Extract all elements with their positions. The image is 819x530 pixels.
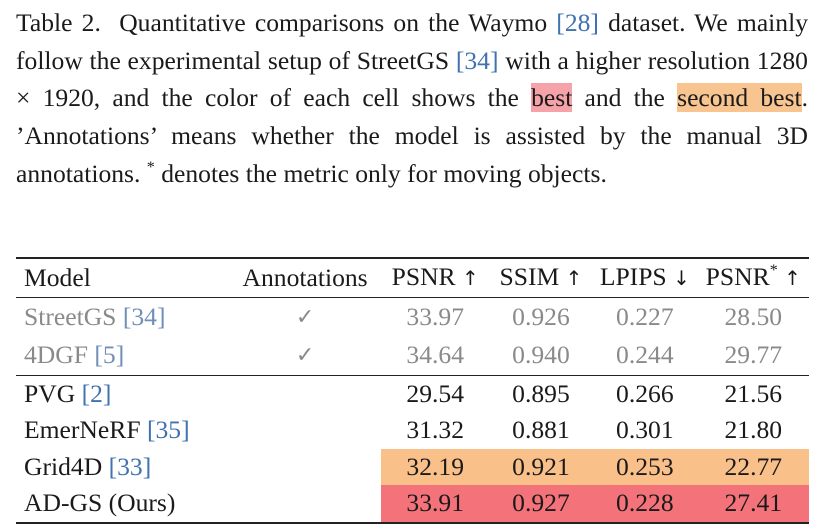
cell-model: AD-GS (Ours)	[24, 488, 176, 517]
header-lpips: LPIPS ↓	[599, 262, 690, 291]
caption-text: with a higher resolution 1280 × 1920, an…	[16, 45, 808, 113]
cell-annotations: ✓	[230, 297, 381, 336]
best-color-legend: best	[531, 83, 573, 113]
second-best-color-legend: second best	[677, 83, 802, 113]
cell-ssim-best: 0.927	[489, 485, 593, 523]
cell-annotations	[230, 449, 381, 486]
table-row-streetgs: StreetGS [34] ✓ 33.97 0.926 0.227 28.50	[16, 297, 809, 336]
cell-psnr: 33.97	[406, 301, 464, 331]
cell-annotations	[230, 485, 381, 523]
cell-psnr-moving-best: 27.41	[697, 485, 809, 523]
cell-lpips: 0.301	[616, 415, 674, 444]
cell-ssim: 0.895	[512, 378, 570, 408]
cell-psnr-moving: 28.50	[724, 301, 783, 331]
results-table: Model Annotations PSNR ↑ SSIM ↑ LPIPS ↓ …	[16, 257, 809, 524]
cell-annotations	[230, 412, 381, 449]
cell-psnr-best: 33.91	[380, 485, 490, 523]
table-row-adgs: AD-GS (Ours) 33.91 0.927 0.228 27.41	[16, 485, 809, 523]
header-annotations: Annotations	[242, 262, 368, 292]
cell-psnr-moving: 29.77	[724, 340, 783, 369]
cell-lpips-second-best: 0.253	[592, 448, 698, 485]
table-row-emernerf: EmerNeRF [35] 31.32 0.881 0.301 21.80	[16, 412, 809, 449]
checkmark-icon: ✓	[295, 343, 315, 368]
header-ssim: SSIM ↑	[499, 262, 583, 291]
citation-link[interactable]: [2]	[81, 378, 112, 408]
caption-text: denotes the metric only for moving objec…	[154, 158, 607, 188]
caption-text: Quantitative comparisons on the Waymo	[119, 8, 557, 37]
cell-model: PVG [2]	[24, 378, 112, 408]
citation-link[interactable]: [34]	[122, 301, 166, 331]
cell-ssim: 0.940	[512, 340, 570, 369]
cell-annotations	[230, 375, 381, 412]
header-model: Model	[24, 262, 91, 292]
cell-lpips-best: 0.228	[592, 485, 698, 523]
cell-psnr: 34.64	[406, 340, 464, 369]
cell-annotations: ✓	[230, 336, 381, 375]
down-arrow-icon: ↓	[673, 266, 690, 290]
checkmark-icon: ✓	[295, 304, 315, 330]
table-label: Table 2.	[16, 8, 101, 37]
citation-link-waymo[interactable]: [28]	[556, 8, 599, 37]
cell-model: EmerNeRF [35]	[24, 415, 190, 444]
table-header-row: Model Annotations PSNR ↑ SSIM ↑ LPIPS ↓ …	[16, 258, 809, 297]
cell-lpips: 0.227	[616, 301, 674, 331]
cell-psnr-moving-second-best: 22.77	[697, 448, 809, 485]
cell-ssim: 0.881	[512, 415, 570, 444]
citation-link[interactable]: [5]	[94, 340, 125, 369]
up-arrow-icon: ↑	[565, 266, 583, 290]
cell-ssim-second-best: 0.921	[489, 448, 593, 485]
star-symbol: *	[146, 158, 155, 176]
caption-text: . ’Annotations’ means whether the model …	[16, 83, 808, 188]
cell-psnr-moving: 21.80	[724, 415, 783, 444]
header-psnr-moving: PSNR* ↑	[705, 262, 801, 291]
table-row-pvg: PVG [2] 29.54 0.895 0.266 21.56	[16, 375, 809, 412]
table-row-grid4d: Grid4D [33] 32.19 0.921 0.253 22.77	[16, 448, 809, 486]
cell-psnr: 31.32	[406, 415, 464, 444]
cell-lpips: 0.244	[616, 340, 674, 369]
table-row-4dgf: 4DGF [5] ✓ 34.64 0.940 0.244 29.77	[16, 336, 809, 375]
cell-psnr: 29.54	[406, 378, 464, 408]
table-caption: Table 2. Quantitative comparisons on the…	[16, 4, 808, 193]
caption-text: and the	[572, 83, 678, 113]
cell-psnr-second-best: 32.19	[380, 448, 490, 485]
cell-psnr-moving: 21.56	[724, 378, 783, 408]
citation-link[interactable]: [35]	[146, 415, 190, 444]
cell-model: StreetGS [34]	[24, 301, 166, 331]
up-arrow-icon: ↑	[784, 266, 801, 290]
up-arrow-icon: ↑	[462, 266, 479, 290]
cell-ssim: 0.926	[512, 301, 570, 331]
citation-link[interactable]: [33]	[108, 451, 152, 481]
caption-text: dataset. We mainly follow the experiment…	[16, 8, 808, 75]
header-psnr: PSNR ↑	[391, 262, 479, 291]
citation-link-streetgs[interactable]: [34]	[455, 45, 499, 75]
cell-model: 4DGF [5]	[24, 340, 125, 369]
cell-lpips: 0.266	[616, 378, 674, 408]
cell-model: Grid4D [33]	[24, 451, 152, 481]
